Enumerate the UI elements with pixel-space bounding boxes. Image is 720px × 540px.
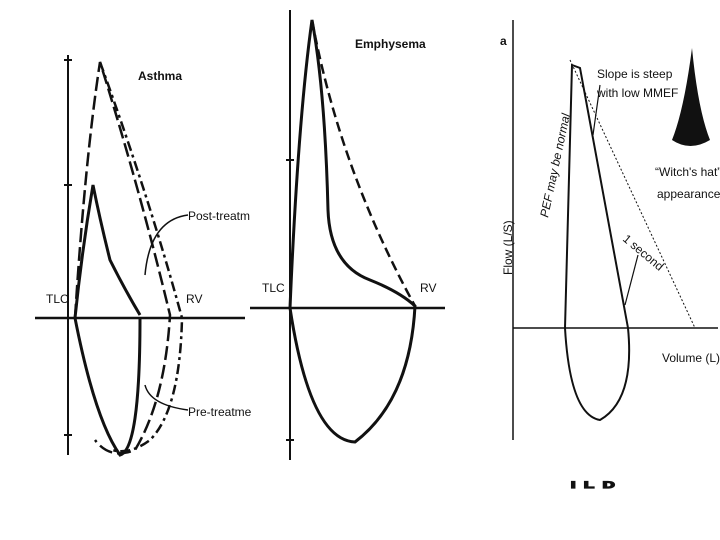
leader-lines bbox=[144, 214, 189, 411]
post-label: Post-treatm bbox=[188, 209, 250, 223]
pointer-lines bbox=[592, 84, 639, 306]
hat-label: appearance bbox=[657, 187, 720, 201]
rv-label: RV bbox=[186, 292, 202, 306]
curve-pre bbox=[73, 61, 172, 455]
rv-label: RV bbox=[420, 281, 436, 295]
y-label: Flow (L/S) bbox=[501, 220, 515, 275]
curve-asthma bbox=[73, 184, 142, 457]
caption: ILD bbox=[571, 480, 623, 491]
tlc-label: TLC bbox=[46, 292, 69, 306]
x-label: Volume (L) bbox=[662, 351, 720, 365]
curve-emphysema bbox=[288, 19, 417, 444]
time-line bbox=[569, 59, 696, 329]
hat-label: “Witch's hat” bbox=[655, 165, 720, 179]
witch-hat-icon bbox=[672, 48, 710, 146]
panel-letter: a bbox=[500, 34, 507, 48]
axis-ticks bbox=[286, 159, 294, 441]
axis-ticks bbox=[64, 59, 72, 436]
slope-label: with low MMEF bbox=[596, 86, 678, 100]
curve-dashed bbox=[310, 19, 417, 307]
slope-label: Slope is steep bbox=[597, 67, 673, 81]
emphysema-panel: Emphysema TLC RV bbox=[250, 10, 445, 460]
panel-title: Emphysema bbox=[355, 37, 426, 51]
asthma-panel: Asthma TLC RV Post-treatm Pre-treatme bbox=[35, 55, 252, 457]
curve-ild bbox=[564, 63, 631, 422]
curve-post bbox=[98, 61, 184, 453]
panel-title: Asthma bbox=[138, 69, 182, 83]
pre-label: Pre-treatme bbox=[188, 405, 252, 419]
tlc-label: TLC bbox=[262, 281, 285, 295]
